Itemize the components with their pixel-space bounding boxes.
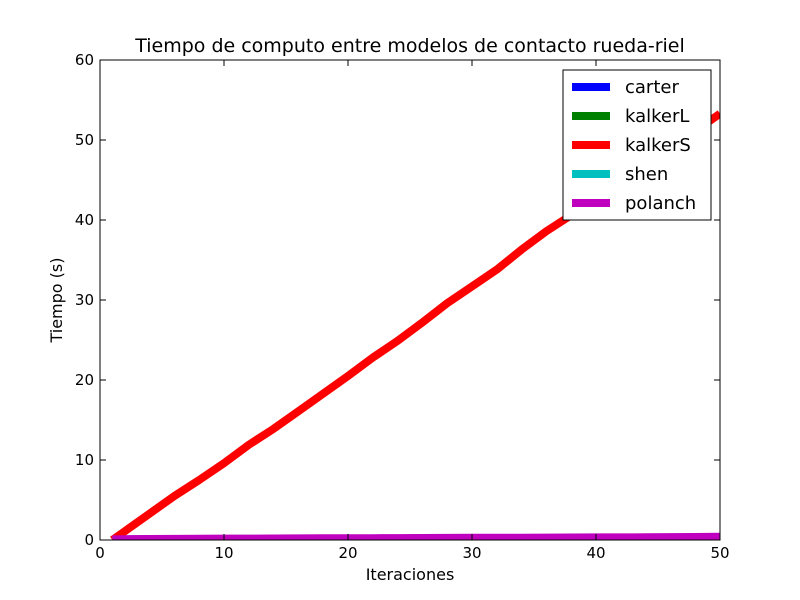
y-axis-label: Tiempo (s) (47, 257, 66, 343)
y-tick-label: 40 (75, 211, 94, 229)
series-line-polanch (112, 532, 720, 540)
legend-label-shen: shen (625, 164, 668, 185)
legend-label-kalkerS: kalkerS (625, 135, 691, 156)
y-tick-label: 0 (84, 531, 94, 549)
x-tick-label: 10 (214, 544, 233, 562)
chart-title: Tiempo de computo entre modelos de conta… (134, 35, 685, 57)
y-tick-label: 10 (75, 451, 94, 469)
x-tick-label: 0 (95, 544, 105, 562)
y-tick-label: 20 (75, 371, 94, 389)
legend-label-polanch: polanch (625, 193, 696, 214)
legend-label-kalkerL: kalkerL (625, 106, 689, 127)
x-tick-label: 50 (710, 544, 729, 562)
y-tick-label: 50 (75, 131, 94, 149)
x-tick-label: 20 (338, 544, 357, 562)
x-tick-label: 40 (586, 544, 605, 562)
plot-frame (99, 59, 721, 541)
legend: carter kalkerL kalkerS shen polanch (562, 69, 712, 221)
x-axis-label: Iteraciones (366, 565, 455, 584)
legend-label-carter: carter (625, 77, 679, 98)
y-tick-label: 60 (75, 51, 94, 69)
y-tick-label: 30 (75, 291, 94, 309)
x-tick-label: 30 (462, 544, 481, 562)
